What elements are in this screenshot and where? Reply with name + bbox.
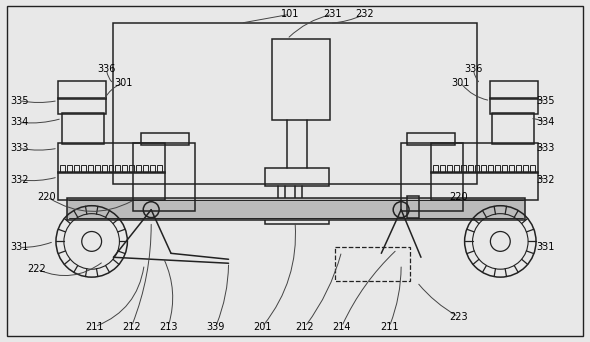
Text: 301: 301 — [114, 78, 133, 88]
Text: 201: 201 — [253, 322, 271, 332]
Bar — [493, 114, 534, 144]
Bar — [88, 165, 93, 172]
Bar — [461, 165, 466, 172]
Bar — [454, 165, 458, 172]
Text: 331: 331 — [537, 242, 555, 252]
Bar — [468, 165, 473, 172]
Bar — [67, 198, 525, 220]
Text: 220: 220 — [38, 192, 56, 202]
Bar — [516, 165, 521, 172]
Text: 333: 333 — [537, 143, 555, 153]
Text: 231: 231 — [323, 9, 342, 19]
Bar — [266, 208, 329, 224]
Bar — [58, 97, 106, 115]
Text: 301: 301 — [451, 78, 470, 88]
Text: 334: 334 — [10, 117, 28, 128]
Bar — [490, 81, 538, 98]
Text: 335: 335 — [537, 95, 555, 106]
Bar — [81, 165, 86, 172]
Bar — [74, 165, 79, 172]
Bar — [94, 165, 100, 172]
Text: 335: 335 — [10, 95, 28, 106]
Bar — [129, 165, 135, 172]
Text: 339: 339 — [206, 322, 225, 332]
Text: 334: 334 — [537, 117, 555, 128]
Bar — [58, 81, 106, 98]
Bar — [109, 165, 113, 172]
Bar — [509, 165, 514, 172]
Bar — [101, 165, 107, 172]
Bar — [502, 165, 507, 172]
Bar — [431, 143, 538, 173]
Bar — [481, 165, 486, 172]
Bar — [335, 247, 410, 281]
Text: 332: 332 — [10, 175, 28, 185]
Text: 336: 336 — [97, 64, 116, 74]
Bar — [157, 165, 162, 172]
Bar — [523, 165, 528, 172]
Text: 101: 101 — [281, 9, 299, 19]
Bar — [496, 165, 500, 172]
Text: 213: 213 — [159, 322, 177, 332]
Bar — [490, 97, 538, 115]
Bar — [122, 165, 127, 172]
Bar — [60, 165, 65, 172]
Text: 220: 220 — [450, 192, 468, 202]
Bar — [530, 165, 535, 172]
Text: 211: 211 — [86, 322, 104, 332]
Text: 336: 336 — [464, 64, 483, 74]
Text: 214: 214 — [332, 322, 351, 332]
Bar — [58, 143, 165, 173]
Text: 211: 211 — [380, 322, 398, 332]
Bar — [401, 143, 463, 211]
Text: 223: 223 — [450, 312, 468, 322]
Bar — [58, 172, 165, 200]
Bar — [431, 172, 538, 200]
Bar — [433, 165, 438, 172]
Bar — [67, 165, 72, 172]
Bar — [62, 114, 104, 144]
Bar — [136, 165, 141, 172]
Bar — [113, 23, 477, 184]
Text: 232: 232 — [355, 9, 373, 19]
Text: 333: 333 — [10, 143, 28, 153]
Text: 212: 212 — [296, 322, 314, 332]
Bar — [143, 165, 148, 172]
Bar — [489, 165, 493, 172]
Bar — [266, 168, 329, 186]
Bar — [272, 39, 330, 120]
Text: 331: 331 — [10, 242, 28, 252]
Text: 222: 222 — [28, 264, 47, 274]
Bar — [133, 143, 195, 211]
Bar — [407, 133, 455, 145]
Text: 332: 332 — [537, 175, 555, 185]
Bar — [440, 165, 445, 172]
Bar — [141, 133, 189, 145]
Bar — [407, 196, 419, 218]
Bar — [447, 165, 452, 172]
Bar — [474, 165, 480, 172]
Text: 212: 212 — [122, 322, 140, 332]
Bar — [150, 165, 155, 172]
Bar — [116, 165, 120, 172]
